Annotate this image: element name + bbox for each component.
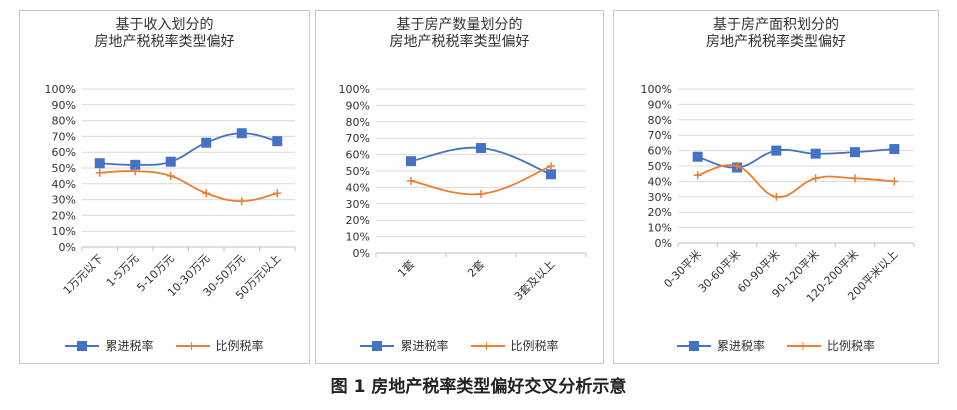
data-point-progressive <box>201 137 212 148</box>
chart-title-line1: 基于房产数量划分的 <box>396 17 523 33</box>
data-point-proportional <box>166 171 175 180</box>
y-tick-label: 50% <box>648 160 672 173</box>
data-point-progressive <box>476 143 486 154</box>
y-tick-label: 70% <box>648 129 672 142</box>
data-point-proportional <box>131 167 140 176</box>
chart-panel-income: 基于收入划分的 房地产税税率类型偏好 0% 10% 20% 30% 40% 50% 60% 7… <box>19 10 310 364</box>
data-point-progressive <box>130 159 141 170</box>
legend-label-progressive: 累进税率 <box>105 339 154 353</box>
data-point-progressive <box>94 158 105 169</box>
y-tick-label: 70% <box>346 132 370 145</box>
chart-title-line2: 房地产税税率类型偏好 <box>94 34 235 50</box>
legend-item-progressive: 累进税率 <box>360 337 449 354</box>
y-tick-label: 20% <box>52 209 76 222</box>
data-point-proportional <box>273 189 282 198</box>
y-tick-label: 0% <box>655 237 672 250</box>
chart-title: 基于房产面积划分的 房地产税税率类型偏好 <box>614 17 938 51</box>
y-tick-label: 60% <box>52 146 76 159</box>
y-tick-label: 20% <box>346 214 370 227</box>
x-tick-label: 3套及以上 <box>512 258 557 303</box>
y-tick-label: 90% <box>648 98 672 111</box>
y-tick-label: 50% <box>346 165 370 178</box>
chart-title-line2: 房地产税税率类型偏好 <box>389 34 530 50</box>
chart-title-line2: 房地产税税率类型偏好 <box>706 34 846 50</box>
y-tick-label: 30% <box>52 194 76 207</box>
chart-title-line1: 基于收入划分的 <box>115 17 214 33</box>
legend-item-proportional: + 比例税率 <box>175 337 264 354</box>
data-point-progressive <box>771 145 782 156</box>
y-tick-label: 60% <box>346 149 370 162</box>
data-point-progressive <box>236 128 247 139</box>
y-tick-label: 40% <box>648 175 672 188</box>
y-tick-label: 40% <box>346 181 370 194</box>
chart-title-line1: 基于房产面积划分的 <box>713 17 839 33</box>
data-point-progressive <box>850 147 860 158</box>
data-point-progressive <box>165 156 176 167</box>
y-tick-label: 100% <box>641 83 672 96</box>
chart-title: 基于收入划分的 房地产税税率类型偏好 <box>20 17 309 51</box>
legend-label-proportional: 比例税率 <box>827 339 876 353</box>
chart-legend: 累进税率 + 比例税率 <box>20 337 309 354</box>
data-point-proportional <box>547 162 555 171</box>
y-tick-label: 50% <box>52 162 76 175</box>
y-tick-label: 0% <box>59 241 76 254</box>
data-point-progressive <box>692 151 703 162</box>
data-point-proportional <box>407 176 415 185</box>
data-point-proportional <box>693 171 702 180</box>
y-tick-label: 60% <box>648 145 672 158</box>
y-tick-label: 10% <box>346 231 370 244</box>
data-point-proportional <box>202 189 211 198</box>
chart-plot: 0%10%20%30%40%50%60%70%80%90%100%1万元以下1-… <box>45 83 296 302</box>
data-point-progressive <box>546 169 556 180</box>
y-tick-label: 100% <box>339 83 370 96</box>
data-point-proportional <box>237 197 246 206</box>
data-point-proportional <box>772 192 781 201</box>
data-point-proportional <box>851 174 859 183</box>
legend-item-proportional: + 比例税率 <box>470 337 559 354</box>
data-point-proportional <box>95 168 104 177</box>
y-tick-label: 30% <box>346 198 370 211</box>
data-point-proportional <box>477 189 485 198</box>
x-tick-label: 1套 <box>395 258 417 280</box>
chart-panel-count: 基于房产数量划分的 房地产税税率类型偏好 0% 10% 20% 30% 40% 50% 60… <box>315 10 604 364</box>
chart-panel-area: 基于房产面积划分的 房地产税税率类型偏好 0% 10% 20% 30% 40% 50% 60… <box>613 10 939 364</box>
y-tick-label: 10% <box>648 222 672 235</box>
data-point-proportional <box>811 174 820 183</box>
legend-label-progressive: 累进税率 <box>716 339 765 353</box>
y-tick-label: 70% <box>52 130 76 143</box>
figure-caption: 图 1 房地产税率类型偏好交叉分析示意 <box>330 377 627 397</box>
chart-legend: 累进税率 + 比例税率 <box>316 337 603 354</box>
y-tick-label: 40% <box>52 178 76 191</box>
data-point-progressive <box>272 136 283 147</box>
data-point-proportional <box>733 162 741 170</box>
legend-item-proportional: + 比例税率 <box>787 337 875 354</box>
legend-item-progressive: 累进税率 <box>65 337 154 354</box>
legend-label-proportional: 比例税率 <box>510 339 559 353</box>
y-tick-label: 80% <box>648 114 672 127</box>
data-point-proportional <box>890 177 899 186</box>
y-tick-label: 0% <box>353 247 370 260</box>
y-tick-label: 100% <box>45 83 76 96</box>
y-tick-label: 20% <box>648 206 672 219</box>
legend-label-proportional: 比例税率 <box>215 339 264 353</box>
x-tick-label: 2套 <box>465 258 487 280</box>
data-point-progressive <box>810 148 821 159</box>
x-tick-label: 1万元以下 <box>61 252 106 297</box>
chart-plot: 0%10%20%30%40%50%60%70%80%90%100%0-30平米3… <box>641 83 915 305</box>
y-tick-label: 90% <box>52 99 76 112</box>
y-tick-label: 80% <box>52 115 76 128</box>
y-tick-label: 80% <box>346 116 370 129</box>
chart-legend: 累进税率 + 比例税率 <box>614 337 938 354</box>
chart-plot: 0% 10% 20% 30% 40% 50% 60% 70% 80% 90% 100% 1套 2套 3套及… <box>339 83 587 303</box>
chart-title: 基于房产数量划分的 房地产税税率类型偏好 <box>316 17 603 51</box>
series-line-progressive <box>99 132 278 166</box>
data-point-progressive <box>889 144 900 155</box>
series-line-proportional <box>99 170 278 203</box>
y-tick-label: 30% <box>648 191 672 204</box>
y-tick-label: 10% <box>52 225 76 238</box>
y-tick-label: 90% <box>346 99 370 112</box>
data-point-progressive <box>406 156 416 167</box>
legend-label-progressive: 累进税率 <box>400 339 449 353</box>
legend-item-progressive: 累进税率 <box>676 337 765 354</box>
